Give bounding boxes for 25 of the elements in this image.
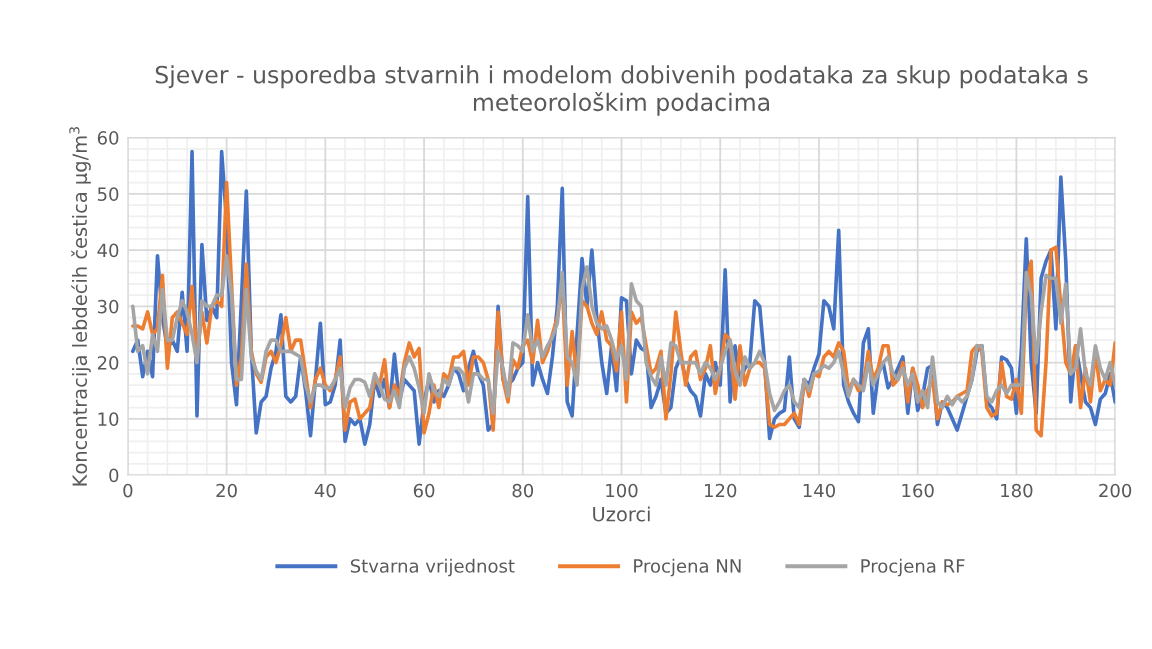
y-axis-title: Koncentracija lebdećih čestica µg/m$^{3}$ [69, 127, 91, 486]
x-tick-label: 120 [704, 483, 737, 498]
y-tick-label: 40 [97, 243, 119, 258]
line-series [131, 253, 1116, 416]
y-tick-label: 30 [97, 299, 119, 314]
x-axis-title: Uzorci [593, 506, 650, 522]
x-tick-label: 200 [1099, 483, 1132, 498]
y-tick-label: 10 [98, 412, 119, 426]
y-tick-label: 60 [97, 131, 119, 145]
x-tick-label: 60 [413, 483, 435, 498]
x-tick-label: 20 [216, 483, 237, 498]
chart-title: Sjever - usporedba stvarnih i modelom dobivenih podataka za skup podataka s meteorološkim podacima [155, 65, 1088, 116]
x-tick-label: 0 [123, 483, 133, 498]
x-tick-label: 140 [803, 483, 835, 498]
y-tick-label: 20 [97, 356, 119, 370]
legend-label: Stvarna vrijednost [350, 558, 515, 577]
legend-label: Procjena NN [634, 558, 741, 577]
x-tick-label: 40 [314, 483, 336, 498]
legend-label: Procjena RF [861, 558, 965, 577]
x-tick-label: 160 [902, 483, 934, 498]
y-tick-label: 50 [97, 187, 119, 201]
x-tick-label: 100 [606, 483, 638, 498]
y-tick-label: 0 [109, 468, 119, 483]
x-tick-label: 180 [1001, 483, 1033, 498]
x-tick-label: 80 [512, 483, 534, 498]
